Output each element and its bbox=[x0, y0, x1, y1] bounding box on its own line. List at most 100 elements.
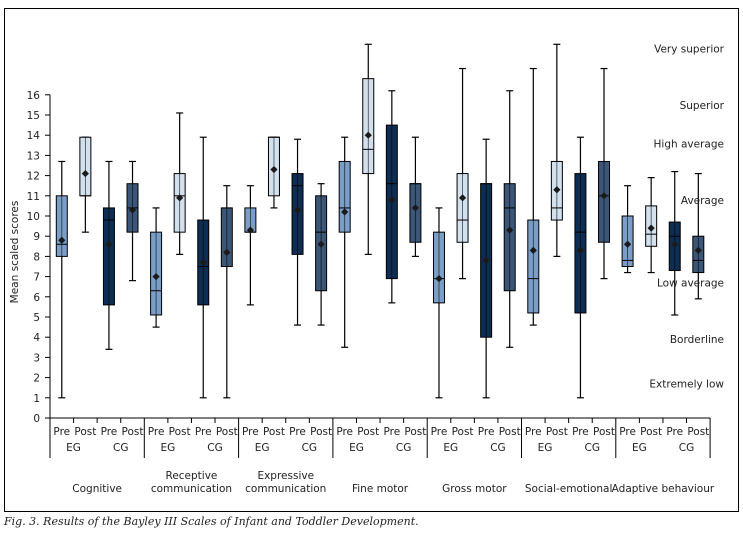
figure-caption: Fig. 3. Results of the Bayley III Scales… bbox=[4, 515, 419, 528]
x-axis: Pre Post Pre Post EG CG Cognitive Pre Post Pre Pos… bbox=[49, 417, 715, 495]
category-label: Cognitive bbox=[72, 483, 122, 495]
box-pre-cg bbox=[291, 138, 304, 326]
mean-marker bbox=[623, 240, 632, 248]
box-post-cg bbox=[598, 67, 611, 280]
subgroup-label: Pre bbox=[242, 426, 259, 438]
box-pre-eg bbox=[432, 207, 445, 399]
y-tick-label: 9 bbox=[33, 231, 40, 243]
band-label: Average bbox=[681, 195, 724, 207]
mean-marker bbox=[128, 206, 137, 214]
box-pre-eg bbox=[150, 207, 163, 328]
subgroup-label: Post bbox=[357, 426, 379, 438]
y-tick-label: 6 bbox=[33, 292, 40, 304]
group-label: CG bbox=[302, 442, 317, 454]
box-post-eg bbox=[267, 136, 280, 209]
box-pre-eg bbox=[244, 185, 257, 306]
y-tick-label: 8 bbox=[33, 251, 40, 263]
box-post-eg bbox=[645, 177, 658, 274]
box-pre-cg bbox=[197, 136, 210, 399]
y-tick-label: 12 bbox=[27, 171, 40, 183]
y-tick-label: 2 bbox=[33, 373, 40, 385]
mean-marker bbox=[435, 275, 443, 283]
subgroup-label: Pre bbox=[289, 426, 306, 438]
group-label: EG bbox=[632, 442, 647, 454]
band-label: Extremely low bbox=[649, 379, 724, 391]
group-label: EG bbox=[160, 442, 175, 454]
band-label: Superior bbox=[680, 100, 725, 112]
box-pre-cg bbox=[102, 160, 115, 350]
mean-marker bbox=[317, 240, 325, 248]
box-pre-cg bbox=[574, 136, 587, 399]
mean-marker bbox=[293, 206, 302, 214]
mean-marker bbox=[364, 131, 372, 139]
mean-marker bbox=[105, 240, 113, 248]
group-label: EG bbox=[443, 442, 458, 454]
mean-marker bbox=[388, 196, 396, 204]
subgroup-label: Post bbox=[640, 426, 662, 438]
y-axis-label: Mean scaled scores bbox=[9, 201, 21, 304]
subgroup-label: Pre bbox=[148, 426, 165, 438]
category-label: Fine motor bbox=[352, 483, 409, 495]
mean-marker bbox=[553, 186, 561, 194]
mean-marker bbox=[458, 194, 467, 202]
y-tick-label: 14 bbox=[27, 130, 41, 142]
group-label: CG bbox=[113, 442, 128, 454]
box-pre-eg bbox=[527, 67, 540, 326]
mean-marker bbox=[529, 246, 537, 254]
mean-marker bbox=[576, 246, 585, 254]
y-tick-label: 16 bbox=[27, 90, 41, 102]
box-post-eg bbox=[362, 43, 375, 255]
box-post-eg bbox=[456, 67, 469, 280]
box-post-cg bbox=[409, 136, 422, 257]
subgroup-label: Pre bbox=[101, 426, 118, 438]
box-post-cg bbox=[126, 160, 139, 282]
category-label: communication bbox=[151, 483, 232, 495]
subgroup-label: Pre bbox=[478, 426, 495, 438]
group-label: CG bbox=[396, 442, 411, 454]
mean-marker bbox=[176, 194, 184, 202]
category-label: Expressive bbox=[257, 470, 314, 482]
subgroup-label: Pre bbox=[572, 426, 589, 438]
y-tick-label: 7 bbox=[33, 272, 40, 284]
y-tick-label: 15 bbox=[27, 110, 40, 122]
group-label: EG bbox=[349, 442, 364, 454]
category-label: communication bbox=[245, 483, 326, 495]
box-post-eg bbox=[79, 136, 92, 233]
mean-marker bbox=[506, 226, 514, 234]
subgroup-label: Pre bbox=[383, 426, 400, 438]
box-pre-cg bbox=[668, 170, 681, 316]
subgroup-label: Pre bbox=[53, 426, 70, 438]
subgroup-label: Post bbox=[310, 426, 332, 438]
y-tick-label: 13 bbox=[27, 150, 40, 162]
box-pre-eg bbox=[338, 136, 351, 348]
subgroup-label: Post bbox=[452, 426, 474, 438]
mean-marker bbox=[341, 208, 349, 216]
box-post-cg bbox=[503, 90, 516, 348]
mean-marker bbox=[694, 246, 702, 254]
mean-marker bbox=[223, 248, 231, 256]
box-post-cg bbox=[315, 183, 328, 326]
band-label: Borderline bbox=[670, 334, 724, 346]
boxes bbox=[55, 43, 705, 399]
y-tick-label: 1 bbox=[33, 393, 40, 405]
subgroup-label: Post bbox=[593, 426, 615, 438]
subgroup-label: Pre bbox=[336, 426, 353, 438]
mean-marker bbox=[246, 226, 254, 234]
y-tick-label: 0 bbox=[33, 413, 40, 425]
mean-marker bbox=[482, 256, 490, 265]
box-pre-cg bbox=[385, 90, 398, 304]
group-label: CG bbox=[490, 442, 505, 454]
group-label: CG bbox=[207, 442, 222, 454]
group-label: EG bbox=[255, 442, 270, 454]
box-post-cg bbox=[692, 172, 705, 300]
box-pre-eg bbox=[621, 185, 634, 274]
y-tick-label: 4 bbox=[33, 332, 40, 344]
group-label: CG bbox=[679, 442, 694, 454]
box-pre-eg bbox=[55, 160, 68, 399]
box-pre-cg bbox=[480, 138, 493, 399]
band-label: Low average bbox=[657, 278, 724, 290]
mean-marker bbox=[152, 273, 160, 281]
category-label: Social-emotional bbox=[525, 483, 613, 495]
subgroup-label: Post bbox=[263, 426, 285, 438]
